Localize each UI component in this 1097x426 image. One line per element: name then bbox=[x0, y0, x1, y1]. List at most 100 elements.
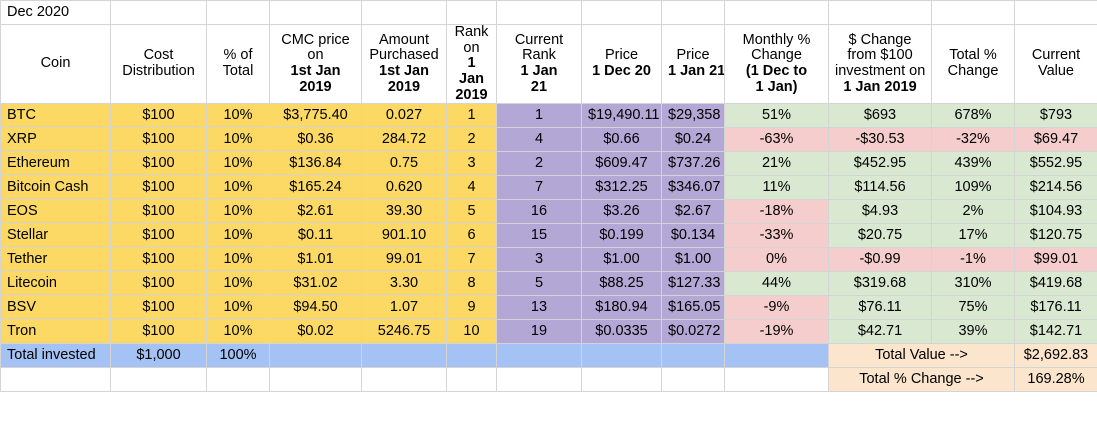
cell-cost[interactable]: $100 bbox=[110, 151, 207, 177]
total-value-amount[interactable]: $2,692.83 bbox=[1014, 343, 1097, 369]
cell-pct_total[interactable]: 10% bbox=[206, 127, 270, 153]
cell-price_jan21[interactable]: $346.07 bbox=[661, 175, 725, 201]
cell-cost[interactable]: $100 bbox=[110, 247, 207, 273]
cell-pct_total[interactable]: 10% bbox=[206, 247, 270, 273]
cell-dollar_change[interactable]: $20.75 bbox=[828, 223, 932, 249]
table-row[interactable]: Ethereum $100 10% $136.84 0.75 3 2 $609.47 $737.… bbox=[0, 151, 1097, 177]
cell-cmc_price[interactable]: $31.02 bbox=[269, 271, 362, 297]
cell-rank_current[interactable]: 3 bbox=[496, 247, 582, 273]
cell-monthly_pct[interactable]: 11% bbox=[724, 175, 829, 201]
table-row[interactable]: Litecoin $100 10% $31.02 3.30 8 5 $88.25 $127.33… bbox=[0, 271, 1097, 297]
totals-blank-monthly_pct[interactable] bbox=[724, 343, 829, 369]
cell-coin[interactable]: Ethereum bbox=[0, 151, 111, 177]
cell-current_value[interactable]: $142.71 bbox=[1014, 319, 1097, 345]
cell-monthly_pct[interactable]: -18% bbox=[724, 199, 829, 225]
totals-blank-rank_2019[interactable] bbox=[446, 343, 497, 369]
cell-pct_total[interactable]: 10% bbox=[206, 319, 270, 345]
empty-cell[interactable] bbox=[724, 0, 829, 25]
cell-current_value[interactable]: $793 bbox=[1014, 103, 1097, 129]
cell-rank_current[interactable]: 2 bbox=[496, 151, 582, 177]
totals-blank-price_jan21[interactable] bbox=[661, 343, 725, 369]
cell-pct_total[interactable]: 10% bbox=[206, 175, 270, 201]
cell-cmc_price[interactable]: $165.24 bbox=[269, 175, 362, 201]
cell-cmc_price[interactable]: $136.84 bbox=[269, 151, 362, 177]
totals-row[interactable]: Total invested $1,000 100% Total Value --> $… bbox=[0, 343, 1097, 369]
cell-rank_2019[interactable]: 3 bbox=[446, 151, 497, 177]
cell-total_pct[interactable]: -1% bbox=[931, 247, 1015, 273]
cell-cost[interactable]: $100 bbox=[110, 295, 207, 321]
cell-current_value[interactable]: $69.47 bbox=[1014, 127, 1097, 153]
totals-blank-cmc_price[interactable] bbox=[269, 343, 362, 369]
footer-blank-cell[interactable] bbox=[661, 367, 725, 393]
cell-price_jan21[interactable]: $1.00 bbox=[661, 247, 725, 273]
cell-price_dec20[interactable]: $1.00 bbox=[581, 247, 662, 273]
cell-total_pct[interactable]: 678% bbox=[931, 103, 1015, 129]
cell-monthly_pct[interactable]: -33% bbox=[724, 223, 829, 249]
cell-total_pct[interactable]: 109% bbox=[931, 175, 1015, 201]
cell-dollar_change[interactable]: $319.68 bbox=[828, 271, 932, 297]
total-invested-pct[interactable]: 100% bbox=[206, 343, 270, 369]
cell-price_dec20[interactable]: $609.47 bbox=[581, 151, 662, 177]
cell-pct_total[interactable]: 10% bbox=[206, 271, 270, 297]
cell-dollar_change[interactable]: $693 bbox=[828, 103, 932, 129]
cell-rank_current[interactable]: 16 bbox=[496, 199, 582, 225]
cell-monthly_pct[interactable]: -63% bbox=[724, 127, 829, 153]
empty-cell[interactable] bbox=[361, 0, 447, 25]
cell-pct_total[interactable]: 10% bbox=[206, 199, 270, 225]
cell-price_jan21[interactable]: $127.33 bbox=[661, 271, 725, 297]
empty-cell[interactable] bbox=[206, 0, 270, 25]
cell-cmc_price[interactable]: $2.61 bbox=[269, 199, 362, 225]
table-row[interactable]: Bitcoin Cash $100 10% $165.24 0.620 4 7 $312.25… bbox=[0, 175, 1097, 201]
cell-coin[interactable]: Stellar bbox=[0, 223, 111, 249]
cell-current_value[interactable]: $104.93 bbox=[1014, 199, 1097, 225]
cell-dollar_change[interactable]: $76.11 bbox=[828, 295, 932, 321]
table-row[interactable]: BSV $100 10% $94.50 1.07 9 13 $180.94 $165.05 -9%… bbox=[0, 295, 1097, 321]
cell-coin[interactable]: BSV bbox=[0, 295, 111, 321]
cell-current_value[interactable]: $552.95 bbox=[1014, 151, 1097, 177]
empty-cell[interactable] bbox=[110, 0, 207, 25]
cell-cmc_price[interactable]: $0.11 bbox=[269, 223, 362, 249]
empty-cell[interactable] bbox=[828, 0, 932, 25]
cell-pct_total[interactable]: 10% bbox=[206, 103, 270, 129]
cell-coin[interactable]: Tron bbox=[0, 319, 111, 345]
cell-amount[interactable]: 1.07 bbox=[361, 295, 447, 321]
cell-rank_2019[interactable]: 1 bbox=[446, 103, 497, 129]
empty-cell[interactable] bbox=[1014, 0, 1097, 25]
cell-dollar_change[interactable]: $114.56 bbox=[828, 175, 932, 201]
cell-rank_current[interactable]: 4 bbox=[496, 127, 582, 153]
cell-current_value[interactable]: $99.01 bbox=[1014, 247, 1097, 273]
cell-rank_2019[interactable]: 10 bbox=[446, 319, 497, 345]
cell-pct_total[interactable]: 10% bbox=[206, 223, 270, 249]
cell-current_value[interactable]: $419.68 bbox=[1014, 271, 1097, 297]
empty-cell[interactable] bbox=[661, 0, 725, 25]
cell-price_jan21[interactable]: $165.05 bbox=[661, 295, 725, 321]
empty-cell[interactable] bbox=[931, 0, 1015, 25]
footer-blank-cell[interactable] bbox=[269, 367, 362, 393]
footer-blank-cell[interactable] bbox=[206, 367, 270, 393]
total-percent-change-label[interactable]: Total % Change --> bbox=[828, 367, 1015, 393]
cell-coin[interactable]: Litecoin bbox=[0, 271, 111, 297]
total-invested-label[interactable]: Total invested bbox=[0, 343, 111, 369]
cell-rank_current[interactable]: 13 bbox=[496, 295, 582, 321]
table-row[interactable]: EOS $100 10% $2.61 39.30 5 16 $3.26 $2.67 -18% $4.… bbox=[0, 199, 1097, 225]
cell-price_dec20[interactable]: $180.94 bbox=[581, 295, 662, 321]
cell-monthly_pct[interactable]: 21% bbox=[724, 151, 829, 177]
cell-dollar_change[interactable]: $42.71 bbox=[828, 319, 932, 345]
footer-blank-cell[interactable] bbox=[496, 367, 582, 393]
cell-coin[interactable]: XRP bbox=[0, 127, 111, 153]
cell-current_value[interactable]: $176.11 bbox=[1014, 295, 1097, 321]
cell-coin[interactable]: BTC bbox=[0, 103, 111, 129]
cell-amount[interactable]: 901.10 bbox=[361, 223, 447, 249]
empty-cell[interactable] bbox=[446, 0, 497, 25]
total-value-label[interactable]: Total Value --> bbox=[828, 343, 1015, 369]
cell-dollar_change[interactable]: -$0.99 bbox=[828, 247, 932, 273]
cell-rank_current[interactable]: 19 bbox=[496, 319, 582, 345]
totals-blank-rank_current[interactable] bbox=[496, 343, 582, 369]
cell-price_jan21[interactable]: $0.0272 bbox=[661, 319, 725, 345]
cell-dollar_change[interactable]: -$30.53 bbox=[828, 127, 932, 153]
cell-rank_2019[interactable]: 2 bbox=[446, 127, 497, 153]
cell-pct_total[interactable]: 10% bbox=[206, 151, 270, 177]
table-row[interactable]: Tether $100 10% $1.01 99.01 7 3 $1.00 $1.00 0% -$0… bbox=[0, 247, 1097, 273]
cell-total_pct[interactable]: 2% bbox=[931, 199, 1015, 225]
cell-cmc_price[interactable]: $94.50 bbox=[269, 295, 362, 321]
